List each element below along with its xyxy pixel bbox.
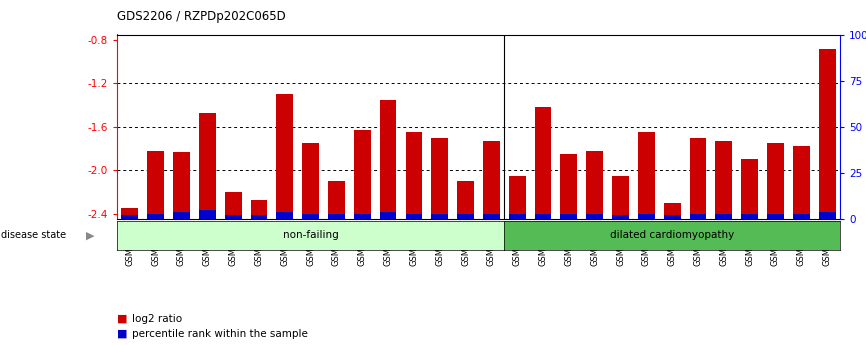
Bar xyxy=(199,210,216,219)
Bar xyxy=(483,214,500,219)
Bar xyxy=(147,214,164,219)
Bar xyxy=(199,113,216,219)
Bar xyxy=(509,214,526,219)
Text: disease state: disease state xyxy=(1,230,66,240)
Bar xyxy=(663,215,681,219)
Text: ▶: ▶ xyxy=(86,230,94,240)
Bar xyxy=(715,214,732,219)
Bar xyxy=(741,159,758,219)
Text: dilated cardiomyopathy: dilated cardiomyopathy xyxy=(610,230,734,240)
Bar xyxy=(818,212,836,219)
Bar xyxy=(354,130,371,219)
Bar xyxy=(457,181,474,219)
Bar xyxy=(302,214,319,219)
Text: log2 ratio: log2 ratio xyxy=(132,314,182,324)
Bar xyxy=(663,203,681,219)
Bar xyxy=(431,214,448,219)
Bar xyxy=(250,215,268,219)
Bar xyxy=(612,176,629,219)
Bar xyxy=(818,49,836,219)
Bar xyxy=(276,212,294,219)
Bar xyxy=(715,141,732,219)
Bar xyxy=(225,192,242,219)
Bar xyxy=(586,214,603,219)
Bar xyxy=(586,151,603,219)
Bar xyxy=(509,176,526,219)
Bar xyxy=(767,214,784,219)
Bar xyxy=(612,215,629,219)
Bar xyxy=(250,199,268,219)
Bar xyxy=(405,132,423,219)
Bar xyxy=(302,143,319,219)
Bar xyxy=(638,214,655,219)
Bar xyxy=(173,152,190,219)
Bar xyxy=(276,94,294,219)
Bar xyxy=(121,208,139,219)
Bar xyxy=(121,215,139,219)
Bar xyxy=(638,132,655,219)
Bar xyxy=(534,107,552,219)
Bar xyxy=(328,181,345,219)
Bar xyxy=(483,141,500,219)
Text: GDS2206 / RZPDp202C065D: GDS2206 / RZPDp202C065D xyxy=(117,10,286,23)
Text: ■: ■ xyxy=(117,314,127,324)
Bar xyxy=(689,138,707,219)
Bar xyxy=(405,214,423,219)
Bar xyxy=(147,151,164,219)
Bar xyxy=(173,212,190,219)
Bar xyxy=(431,138,448,219)
Bar xyxy=(793,146,810,219)
Bar xyxy=(354,214,371,219)
Bar xyxy=(379,100,397,219)
Bar xyxy=(560,154,578,219)
Bar xyxy=(560,214,578,219)
Bar xyxy=(741,214,758,219)
Text: non-failing: non-failing xyxy=(282,230,339,240)
Bar xyxy=(793,214,810,219)
Text: ■: ■ xyxy=(117,329,127,339)
Bar xyxy=(328,214,345,219)
Bar xyxy=(379,212,397,219)
Bar xyxy=(457,214,474,219)
Bar xyxy=(767,143,784,219)
Text: percentile rank within the sample: percentile rank within the sample xyxy=(132,329,307,339)
Bar xyxy=(689,214,707,219)
Bar xyxy=(534,214,552,219)
Bar xyxy=(225,215,242,219)
